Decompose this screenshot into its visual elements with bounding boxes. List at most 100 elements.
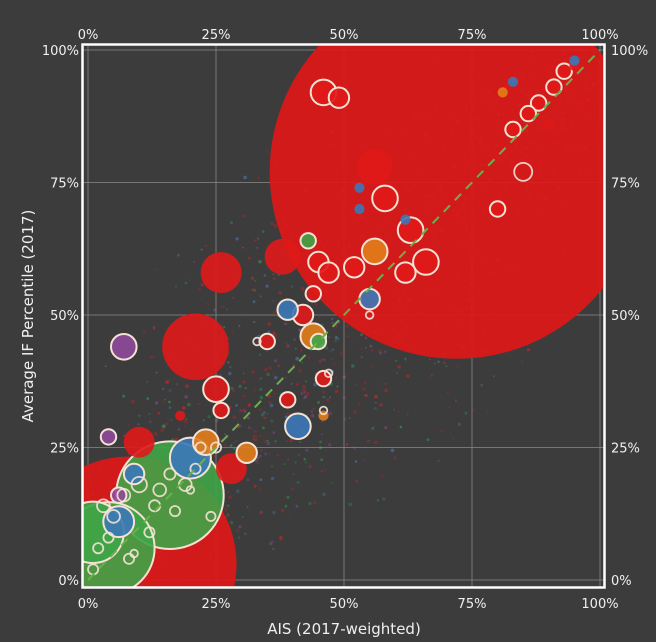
background-dot <box>384 388 388 393</box>
background-dot <box>239 409 243 412</box>
background-dot <box>263 274 267 277</box>
background-dot <box>247 426 251 430</box>
background-dot <box>472 409 475 412</box>
background-dot <box>277 364 281 368</box>
background-dot <box>268 452 271 455</box>
background-dot <box>252 288 256 292</box>
bubble-red <box>264 238 301 275</box>
background-dot <box>284 415 288 419</box>
background-dot <box>319 440 322 444</box>
bubble-blue <box>276 298 299 321</box>
background-dot <box>452 438 455 440</box>
background-dot <box>286 495 290 499</box>
background-dot <box>273 224 277 228</box>
background-dot <box>394 359 398 362</box>
y-tick-label-right: 50% <box>611 309 640 324</box>
x-tick-label-top: 100% <box>581 28 618 43</box>
bubble-outline-ring <box>209 441 222 454</box>
y-tick-label-right: 75% <box>611 177 640 192</box>
background-dot <box>260 449 263 452</box>
background-dot <box>304 461 307 464</box>
background-dot <box>258 260 262 264</box>
background-dot <box>272 300 274 302</box>
background-dot <box>258 487 262 492</box>
bubbles <box>83 45 604 587</box>
background-dot <box>259 478 263 482</box>
background-dot <box>272 277 276 281</box>
background-dot <box>272 431 276 434</box>
background-dot <box>142 329 146 333</box>
background-dot <box>235 237 239 241</box>
background-dot <box>303 458 307 461</box>
background-dot <box>285 342 287 345</box>
background-dot <box>383 350 387 354</box>
bubble-outline-ring <box>513 161 534 182</box>
bubble-outline-ring <box>189 462 202 475</box>
bubble-red <box>343 256 366 279</box>
background-dot <box>185 418 188 420</box>
background-dot <box>268 366 272 370</box>
background-dot <box>284 322 288 326</box>
background-dot <box>230 386 234 391</box>
background-dot <box>252 438 255 440</box>
background-dot <box>320 458 323 461</box>
background-dot <box>428 358 431 361</box>
background-dot <box>236 528 240 533</box>
background-dot <box>279 539 281 542</box>
background-dot <box>200 248 203 251</box>
background-dot <box>257 237 260 240</box>
background-dot <box>127 424 130 427</box>
background-dot <box>286 344 290 348</box>
background-dot <box>252 428 255 431</box>
background-dot <box>244 532 247 536</box>
background-dot <box>242 372 245 375</box>
y-tick-label-right: 0% <box>611 574 632 589</box>
background-dot <box>157 411 161 415</box>
y-tick-label-left: 75% <box>50 177 79 192</box>
background-dot <box>226 513 230 517</box>
background-dot <box>374 395 378 399</box>
background-dot <box>242 408 246 412</box>
background-dot <box>244 387 247 390</box>
background-dot <box>149 420 152 423</box>
background-dot <box>241 515 244 518</box>
background-dot <box>437 360 440 364</box>
background-dot <box>182 406 186 410</box>
background-dot <box>213 455 216 457</box>
background-dot <box>233 442 235 444</box>
background-dot <box>328 336 331 339</box>
background-dot <box>303 395 308 399</box>
background-dot <box>440 429 444 433</box>
background-dot <box>229 221 233 225</box>
background-dot <box>323 358 326 362</box>
background-dot <box>238 424 242 428</box>
background-dot <box>137 423 140 426</box>
bubble-red <box>123 426 155 458</box>
background-dot <box>312 407 316 411</box>
bubble-outline-ring <box>130 475 148 494</box>
background-dot <box>290 487 295 491</box>
background-dot <box>304 380 308 383</box>
background-dot <box>360 347 363 350</box>
background-dot <box>242 380 246 384</box>
background-dot <box>251 370 255 374</box>
background-dot <box>348 417 351 419</box>
background-dot <box>399 425 403 429</box>
background-dot <box>253 438 258 442</box>
background-dot <box>341 345 343 348</box>
x-tick-label-bottom: 100% <box>581 597 618 612</box>
background-dot <box>146 380 149 383</box>
bubble-red <box>202 375 230 404</box>
tick-labels: 0%0%25%25%50%50%75%75%100%100%0% 0%25% 25%… <box>42 28 648 612</box>
background-dot <box>527 348 530 352</box>
bubble-green <box>299 232 317 250</box>
bubble-outline-ring <box>102 531 115 544</box>
background-dot <box>308 501 312 506</box>
bubble-orange <box>235 441 258 464</box>
background-dot <box>266 439 269 442</box>
background-dot <box>259 388 263 391</box>
background-dot <box>300 349 303 352</box>
background-dot <box>353 410 357 414</box>
bubble-red <box>327 86 351 109</box>
